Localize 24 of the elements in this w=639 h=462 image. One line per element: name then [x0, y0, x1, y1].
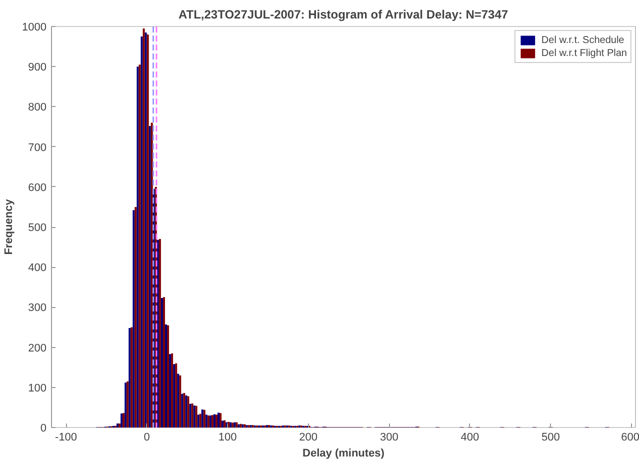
x-tick-label: 200: [299, 432, 318, 444]
x-tick-label: 100: [218, 432, 237, 444]
y-tick-label: 100: [28, 382, 47, 394]
x-axis-title: Delay (minutes): [302, 448, 385, 460]
legend-label: Del w.r.t. Schedule: [541, 34, 624, 46]
chart-title: ATL,23TO27JUL-2007: Histogram of Arrival Delay: N=7347: [178, 8, 508, 22]
y-tick-label: 500: [28, 222, 47, 234]
y-tick-label: 700: [28, 142, 47, 154]
x-tick-label: -100: [55, 432, 78, 444]
x-tick-label: 600: [621, 432, 639, 444]
x-tick-label: 300: [380, 432, 398, 444]
y-tick-label: 1000: [22, 22, 47, 34]
y-tick-label: 300: [28, 302, 47, 314]
y-tick-label: 0: [40, 422, 47, 434]
legend-label: Del w.r.t Flight Plan: [541, 48, 627, 58]
x-tick-label: 400: [460, 432, 480, 444]
y-axis-title: Frequency: [3, 198, 16, 255]
y-tick-label: 900: [28, 62, 47, 74]
x-tick-label: 500: [542, 432, 560, 444]
y-tick-label: 600: [28, 182, 47, 194]
y-tick-label: 800: [28, 102, 47, 114]
y-tick-label: 200: [28, 342, 47, 354]
y-tick-label: 400: [28, 262, 47, 274]
x-tick-label: 0: [144, 432, 150, 444]
